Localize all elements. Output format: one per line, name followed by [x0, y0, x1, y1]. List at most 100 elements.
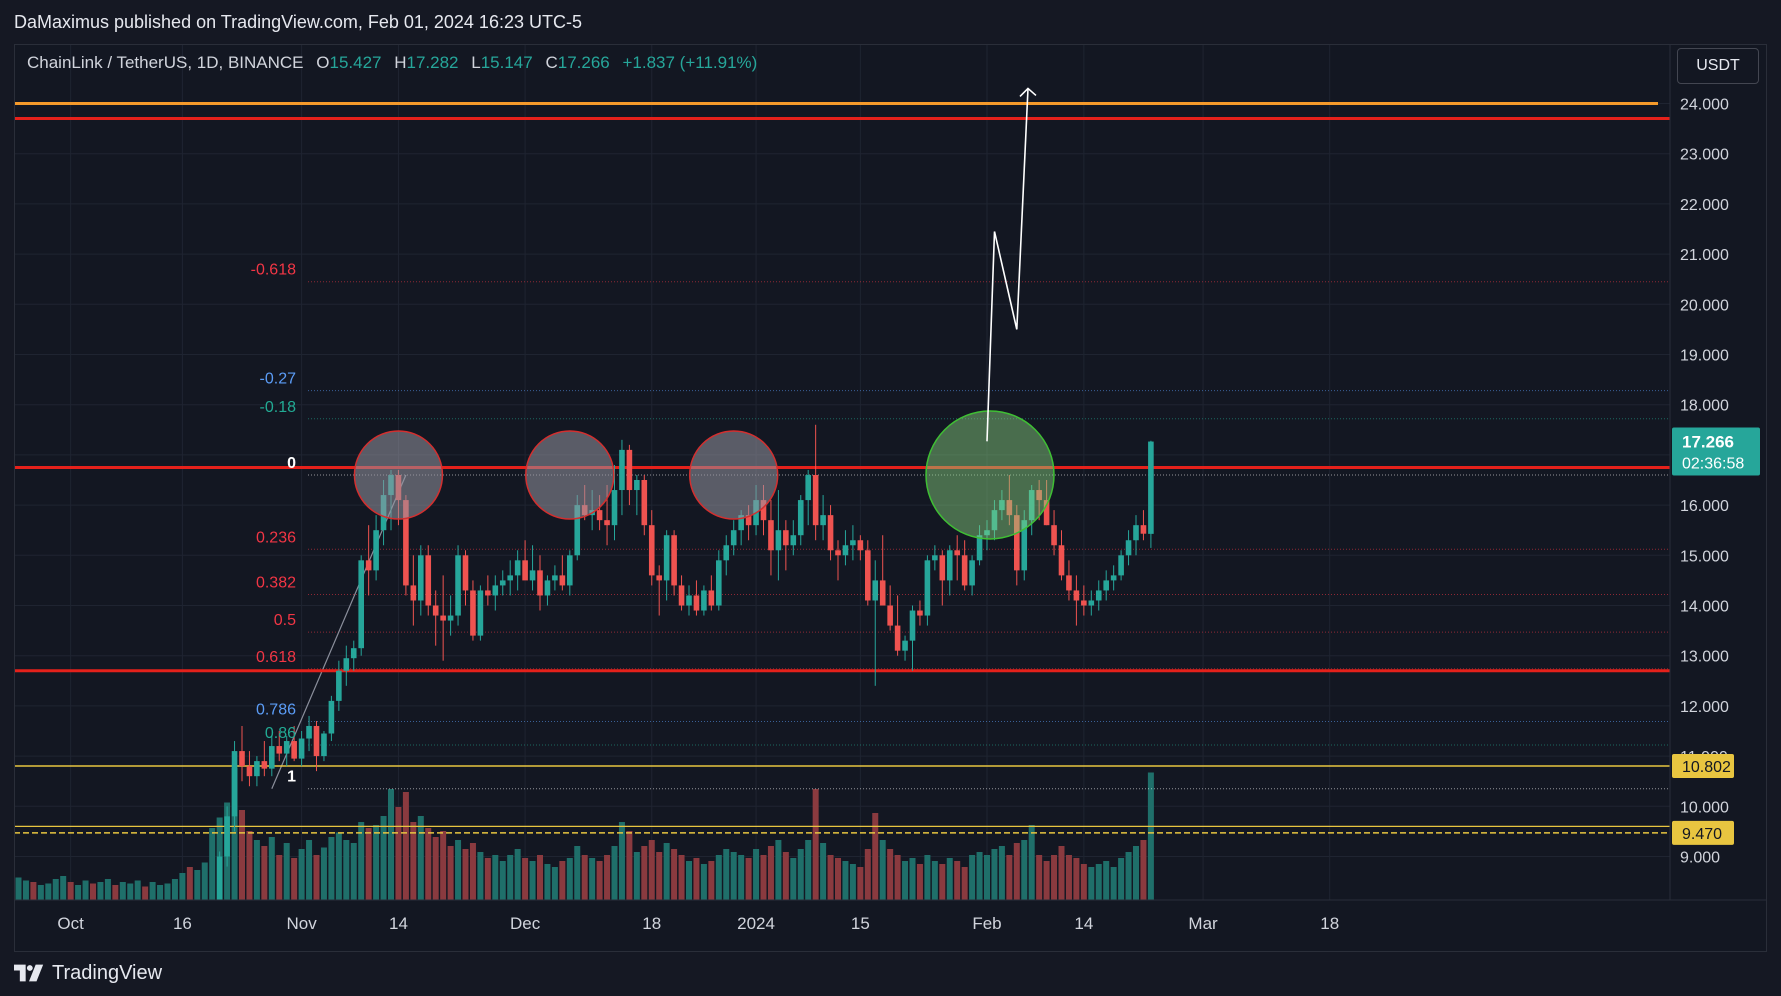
candle-body [991, 510, 998, 531]
volume-bar [365, 828, 372, 900]
candle-body [1125, 540, 1132, 556]
candle-body [984, 530, 990, 536]
candle-body [23, 936, 29, 938]
publish-header: DaMaximus published on TradingView.com, … [0, 0, 1781, 44]
candle-body [313, 725, 320, 757]
volume-bar [835, 858, 841, 900]
fib-label: 0.618 [256, 649, 296, 666]
volume-bar [283, 843, 290, 900]
x-tick-label: Oct [57, 914, 84, 933]
candle-body [60, 938, 66, 940]
volume-bar [998, 846, 1005, 900]
candle-body [202, 928, 208, 934]
volume-bar [149, 882, 156, 900]
volume-bar [924, 855, 931, 900]
volume-bar [872, 813, 879, 900]
change-value: +1.837 (+11.91%) [622, 53, 758, 72]
candle-body [470, 590, 476, 636]
volume-bar [961, 867, 968, 900]
volume-bar [22, 880, 29, 900]
candle-body [31, 937, 37, 938]
candle-body [440, 615, 446, 621]
highlight-circle-red [525, 430, 615, 520]
volume-bar [313, 855, 320, 900]
fib-label: -0.618 [251, 262, 296, 279]
volume-bar [1095, 864, 1102, 900]
candle-body [1066, 575, 1072, 591]
volume-bar [686, 861, 692, 900]
volume-bar [395, 807, 402, 900]
currency-selector[interactable]: USDT [1677, 48, 1759, 84]
volume-bar [373, 825, 380, 900]
candle-body [820, 515, 826, 526]
candle-body [932, 555, 938, 561]
y-tick-label: 19.000 [1680, 348, 1729, 365]
candle-body [790, 535, 797, 546]
candle-body [1006, 500, 1013, 516]
candle-body [499, 580, 506, 586]
volume-bar [976, 852, 983, 900]
volume-bar [581, 855, 588, 900]
candle-body [447, 615, 454, 621]
volume-bar [522, 858, 529, 900]
y-tick-label: 21.000 [1680, 247, 1729, 264]
volume-bar [775, 840, 782, 900]
volume-bar [477, 852, 484, 900]
volume-bar [514, 849, 521, 900]
footer-brand[interactable]: TradingView [14, 958, 162, 988]
volume-bar [671, 849, 678, 900]
volume-bar [45, 883, 52, 900]
candle-body [246, 766, 253, 777]
volume-bar [626, 831, 633, 900]
x-tick-label: 14 [1074, 914, 1093, 933]
volume-bar [447, 846, 454, 900]
y-tick-label: 24.000 [1680, 97, 1729, 114]
candle-body [999, 500, 1005, 511]
candle-body [708, 590, 715, 606]
volume-bar [231, 768, 238, 900]
candle-body [686, 595, 692, 606]
x-tick-label: Mar [1188, 914, 1218, 933]
candle-body [1118, 555, 1124, 576]
volume-bar [253, 840, 260, 900]
symbol-name[interactable]: ChainLink / TetherUS, 1D, BINANCE [27, 53, 304, 72]
candle-body [626, 449, 633, 491]
volume-bar [425, 828, 432, 900]
chart-frame[interactable] [14, 44, 1767, 952]
candle-body [120, 940, 126, 942]
volume-bar [201, 862, 208, 900]
volume-bar [1006, 855, 1013, 900]
candle-body [343, 658, 350, 671]
x-tick-label: Feb [972, 914, 1001, 933]
open-label: O [316, 53, 330, 72]
volume-bar [820, 843, 827, 900]
volume-bar [127, 883, 134, 900]
volume-bar [730, 852, 737, 900]
candle-body [656, 575, 662, 581]
volume-bar [887, 849, 894, 900]
volume-bar [1080, 864, 1087, 900]
candle-body [403, 500, 409, 586]
fib-label: 0 [287, 455, 296, 472]
y-tick-label: 10.000 [1680, 799, 1729, 816]
volume-bar [157, 885, 164, 900]
fib-label: 0.86 [265, 725, 296, 742]
volume-bar [380, 816, 387, 900]
candle-body [1028, 490, 1035, 521]
candle-body [835, 550, 841, 556]
candle-body [432, 605, 439, 616]
volume-bar [350, 843, 357, 900]
volume-bar [1110, 867, 1117, 900]
volume-bar [611, 846, 618, 900]
volume-bar [537, 855, 543, 900]
candle-body [783, 530, 789, 546]
candle-body [760, 500, 767, 521]
y-tick-label: 16.000 [1680, 498, 1729, 515]
volume-bar [1013, 843, 1020, 900]
candle-body [477, 590, 484, 636]
candle-body [224, 816, 230, 857]
highlight-circle-green [925, 410, 1055, 540]
volume-bar [715, 855, 722, 900]
fib-label: 0.786 [256, 701, 296, 718]
